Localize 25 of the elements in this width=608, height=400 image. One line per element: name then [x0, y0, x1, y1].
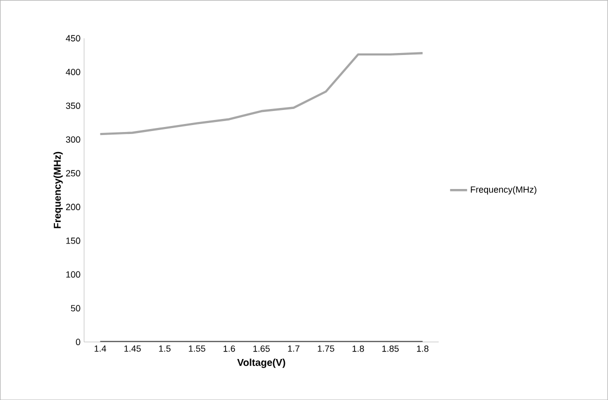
y-tick-label: 150 — [66, 237, 80, 244]
legend-label: Frequency(MHz) — [470, 186, 536, 194]
x-tick-label: 1.7 — [288, 345, 300, 352]
x-tick-label: 1.5 — [159, 345, 171, 352]
y-tick-label: 300 — [66, 136, 80, 143]
y-axis-title: Frequency(MHz) — [54, 152, 63, 228]
x-tick-label: 1.55 — [188, 345, 206, 352]
x-tick-label: 1.75 — [318, 345, 334, 352]
y-tick-label: 0 — [76, 338, 80, 346]
x-tick-label: 1.45 — [124, 345, 141, 352]
line-series — [99, 52, 424, 136]
y-tick-label: 350 — [66, 102, 80, 109]
y-tick-label: 100 — [66, 271, 80, 278]
y-tick-label: 200 — [66, 204, 80, 210]
x-axis-title: Voltage(V) — [237, 358, 286, 368]
x-tick-label: 1.6 — [224, 345, 235, 352]
x-tick-label: 1.85 — [382, 345, 399, 352]
x-tick-label: 1.4 — [94, 345, 106, 352]
x-tick-label: 1.8 — [352, 345, 364, 352]
y-tick-label: 50 — [70, 304, 80, 312]
y-tick-label: 400 — [66, 68, 80, 76]
y-tick-label: 250 — [66, 170, 80, 176]
x-tick-label: 1.8 — [417, 345, 428, 352]
x-tick-label: 1.65 — [253, 345, 270, 352]
y-tick-label: 450 — [66, 34, 80, 42]
